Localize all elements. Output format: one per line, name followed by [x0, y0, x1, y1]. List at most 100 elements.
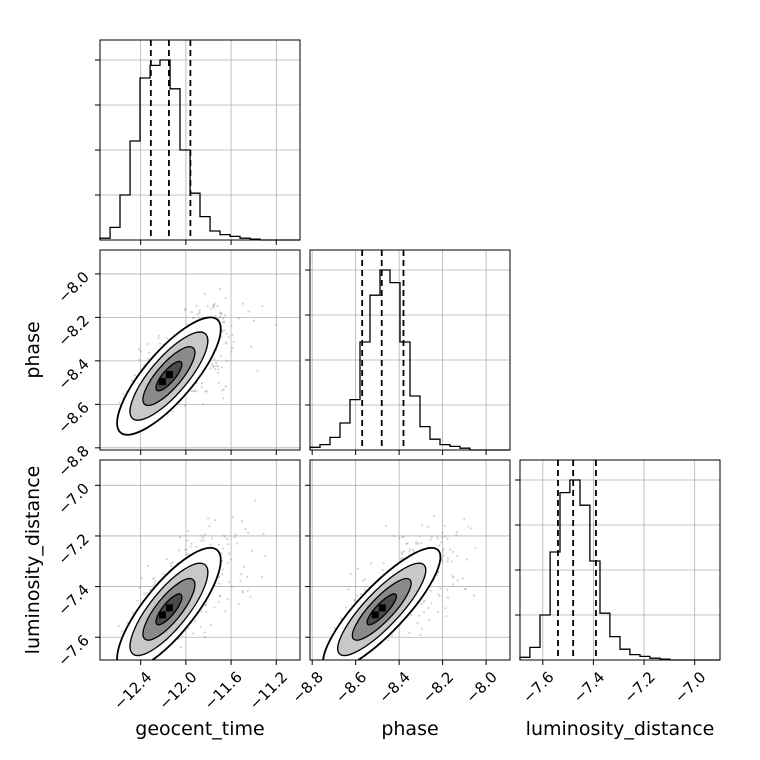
x-tick-label: −12.4	[110, 668, 155, 713]
scatter-point	[217, 600, 221, 604]
scatter-point	[451, 575, 454, 578]
scatter-point	[189, 545, 192, 548]
scatter-point	[200, 385, 203, 389]
scatter-point	[205, 610, 208, 613]
scatter-point	[456, 530, 459, 534]
scatter-point	[192, 316, 195, 319]
scatter-point	[356, 595, 359, 598]
scatter-point	[408, 631, 411, 635]
scatter-point	[204, 603, 207, 606]
scatter-point	[203, 631, 206, 634]
scatter-point	[256, 369, 259, 372]
scatter-point	[200, 610, 203, 613]
x-tick-label: −8.4	[375, 668, 413, 706]
scatter-point	[230, 350, 233, 354]
joint-panel-geocent-time-vs-phase: −8.8 −8.6 −8.4 −8.2 −8.0	[54, 249, 301, 480]
scatter-point	[275, 323, 278, 326]
scatter-point	[250, 549, 253, 553]
scatter-point	[250, 345, 253, 348]
scatter-point	[121, 630, 124, 633]
scatter-point	[249, 595, 252, 598]
scatter-point	[195, 304, 198, 308]
scatter-point	[439, 587, 442, 590]
scatter-point	[136, 599, 139, 603]
scatter-point	[165, 337, 169, 340]
scatter-point	[440, 559, 444, 563]
scatter-point	[218, 582, 221, 585]
scatter-point	[244, 528, 247, 531]
scatter-point	[216, 364, 220, 368]
scatter-point	[436, 537, 439, 540]
scatter-point	[169, 562, 172, 565]
scatter-point	[159, 342, 162, 345]
scatter-point	[224, 296, 227, 300]
scatter-point	[203, 533, 207, 536]
panels-layer: −7.6 −7.4 −7.2 −7.0−8.8−8.6−8.4−8.2−8.0−12.…	[54, 39, 721, 713]
scatter-point	[212, 306, 216, 309]
scatter-point	[254, 499, 257, 502]
scatter-point	[231, 333, 234, 337]
scatter-point	[224, 341, 227, 344]
scatter-point	[211, 362, 214, 366]
scatter-point	[347, 588, 350, 591]
scatter-point	[401, 535, 404, 538]
scatter-point	[132, 611, 135, 614]
scatter-point	[420, 524, 424, 527]
scatter-point	[448, 548, 452, 551]
scatter-point	[438, 594, 441, 598]
scatter-point	[217, 575, 221, 579]
scatter-point	[225, 342, 228, 345]
scatter-point	[262, 532, 265, 535]
scatter-point	[340, 617, 343, 620]
scatter-point	[198, 316, 201, 319]
scatter-point	[214, 519, 217, 522]
density-core-cell	[158, 611, 166, 619]
scatter-point	[240, 520, 244, 523]
scatter-point	[370, 562, 373, 565]
scatter-point	[219, 355, 222, 358]
scatter-point	[430, 535, 433, 539]
scatter-point	[206, 304, 209, 308]
scatter-point	[390, 634, 394, 637]
scatter-point	[213, 365, 216, 368]
scatter-point	[193, 390, 196, 393]
scatter-point	[227, 580, 231, 584]
scatter-point	[199, 625, 202, 629]
scatter-point	[226, 598, 229, 601]
scatter-point	[446, 557, 450, 560]
scatter-point	[222, 397, 225, 400]
scatter-point	[198, 309, 201, 312]
scatter-point	[217, 368, 220, 371]
scatter-point	[222, 321, 225, 324]
scatter-point	[213, 302, 216, 306]
axis-labels-layer: geocent_time phase luminosity_distance p…	[22, 321, 714, 740]
scatter-point	[443, 535, 447, 538]
scatter-point	[430, 602, 433, 605]
scatter-point	[420, 627, 424, 630]
scatter-point	[212, 304, 215, 307]
scatter-point	[215, 364, 218, 367]
scatter-point	[451, 550, 454, 553]
scatter-point	[412, 550, 416, 553]
x-axis-label-phase: phase	[381, 718, 438, 740]
scatter-point	[224, 610, 227, 613]
scatter-point	[190, 542, 193, 545]
joint-plot-area	[322, 515, 477, 660]
scatter-point	[456, 579, 459, 582]
scatter-point	[214, 314, 217, 318]
scatter-point	[210, 537, 214, 540]
y-axis-label-luminosity-distance: luminosity_distance	[22, 466, 44, 655]
scatter-point	[190, 310, 193, 314]
scatter-point	[147, 357, 150, 361]
scatter-point	[364, 588, 367, 591]
scatter-point	[223, 535, 226, 538]
scatter-point	[401, 556, 404, 560]
scatter-point	[217, 543, 220, 546]
x-tick-label: −7.6	[519, 668, 557, 706]
scatter-point	[427, 606, 430, 610]
scatter-point	[230, 324, 233, 327]
y-tick-label: −7.0	[54, 479, 92, 517]
scatter-point	[138, 347, 141, 351]
scatter-point	[426, 525, 429, 528]
